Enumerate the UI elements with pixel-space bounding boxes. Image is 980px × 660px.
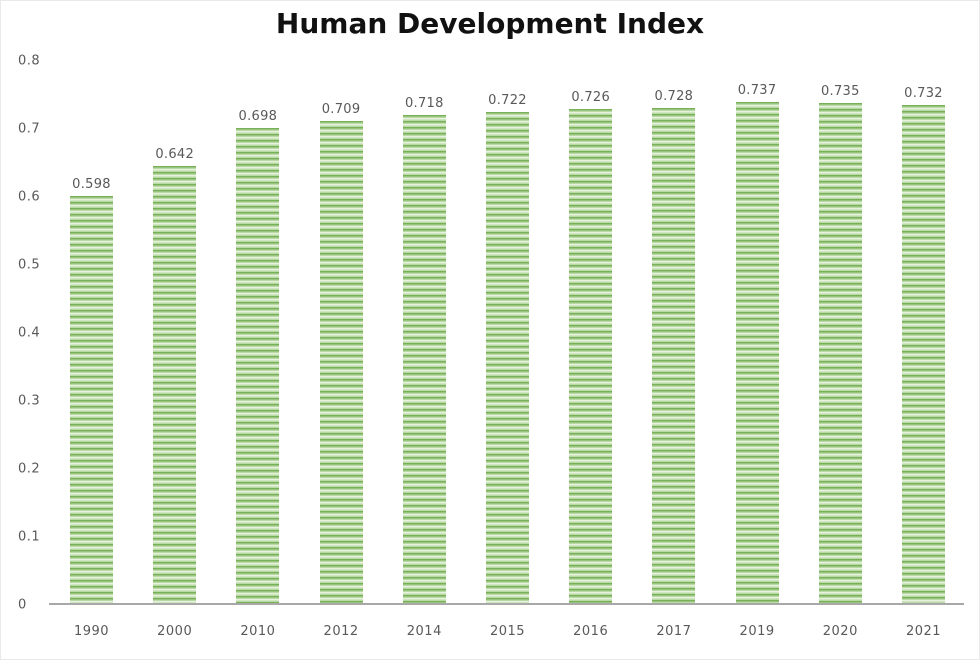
bar-2010 (236, 128, 280, 604)
bar-value-label: 0.598 (72, 177, 111, 193)
x-axis-tick-label: 2017 (656, 624, 692, 639)
x-axis-tick-label: 1990 (73, 624, 110, 639)
y-axis-tick-label: 0 (18, 597, 27, 613)
y-axis-tick-label: 0.8 (18, 53, 41, 69)
bar-value-label: 0.737 (737, 82, 777, 98)
x-axis-tick-label: 2015 (489, 624, 526, 639)
y-axis-tick-label: 0.5 (18, 257, 41, 273)
bar-2016 (569, 109, 613, 604)
bar-value-label: 0.732 (904, 86, 943, 102)
bar-2014 (402, 114, 446, 604)
y-axis-tick-label: 0.3 (18, 393, 41, 409)
bar-value-label: 0.735 (820, 84, 860, 100)
y-axis-tick-label: 0.4 (18, 325, 41, 341)
y-axis-tick-label: 0.2 (18, 461, 41, 477)
bar-2019 (735, 101, 779, 604)
bar-value-label: 0.718 (404, 95, 444, 111)
y-axis-tick-label: 0.6 (18, 189, 41, 205)
x-axis-tick-label: 2019 (739, 624, 775, 639)
x-axis-tick-label: 2020 (822, 624, 858, 639)
bar-2000 (153, 166, 197, 604)
bar-value-label: 0.698 (238, 109, 278, 125)
bar-value-label: 0.709 (321, 101, 361, 117)
bar-value-label: 0.642 (155, 147, 195, 163)
bar-value-label: 0.722 (488, 93, 527, 109)
x-axis-tick-label: 2010 (240, 624, 276, 639)
x-axis-tick-label: 2021 (905, 624, 942, 639)
bar-value-label: 0.726 (571, 90, 611, 106)
x-axis-tick-label: 2000 (157, 624, 193, 639)
x-axis-tick-label: 2016 (573, 624, 609, 639)
x-axis-tick-label: 2012 (323, 624, 359, 639)
bar-2017 (652, 107, 696, 604)
bar-2015 (486, 112, 529, 604)
bar-value-label: 0.728 (654, 88, 694, 104)
bar-2020 (818, 103, 862, 604)
y-axis-tick-label: 0.1 (18, 529, 41, 545)
x-axis-line (49, 603, 964, 605)
bar-1990 (70, 196, 113, 604)
y-axis-tick-label: 0.7 (18, 121, 41, 137)
chart-title: Human Development Index (275, 7, 705, 40)
bar-2012 (319, 120, 363, 604)
x-axis-tick-label: 2014 (406, 624, 442, 639)
bar-2021 (902, 105, 945, 604)
